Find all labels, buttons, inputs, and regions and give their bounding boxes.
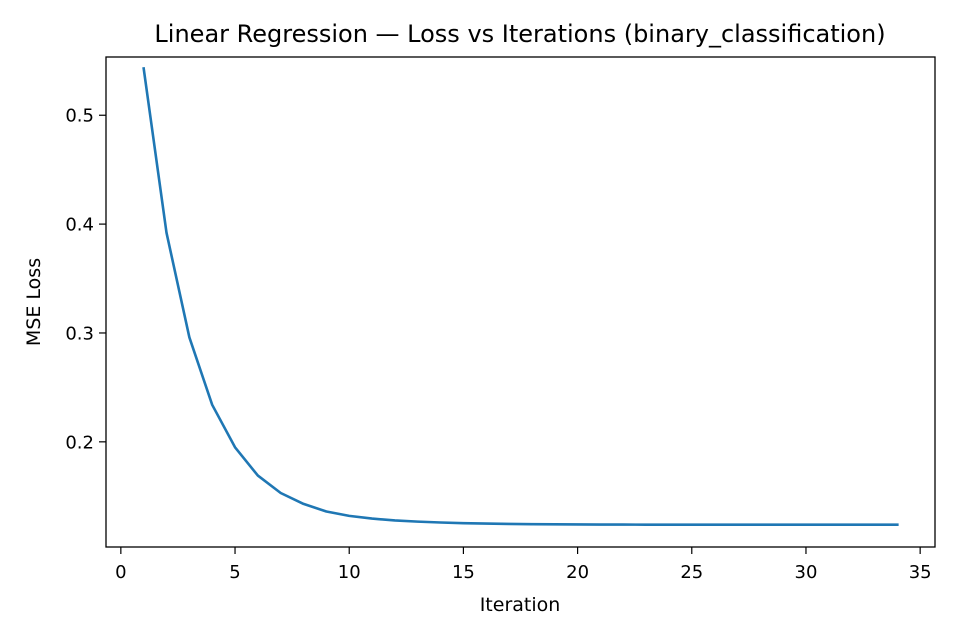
y-tick-label: 0.2	[65, 432, 94, 453]
y-axis-label: MSE Loss	[23, 258, 45, 346]
x-tick-label: 30	[795, 562, 818, 583]
y-tick-label: 0.4	[65, 215, 94, 236]
x-tick-label: 25	[680, 562, 703, 583]
y-tick-label: 0.5	[65, 106, 94, 127]
x-tick-label: 10	[338, 562, 361, 583]
plot-area	[106, 57, 935, 547]
x-tick-label: 0	[115, 562, 126, 583]
series-line-0	[142, 66, 899, 526]
y-tick-label: 0.3	[65, 323, 94, 344]
x-tick-label: 35	[909, 562, 932, 583]
x-tick-label: 5	[229, 562, 240, 583]
plot-frame	[105, 56, 936, 548]
x-tick-label: 15	[452, 562, 475, 583]
chart-title: Linear Regression — Loss vs Iterations (…	[154, 20, 885, 48]
x-axis-label: Iteration	[480, 594, 561, 616]
x-tick-label: 20	[566, 562, 589, 583]
